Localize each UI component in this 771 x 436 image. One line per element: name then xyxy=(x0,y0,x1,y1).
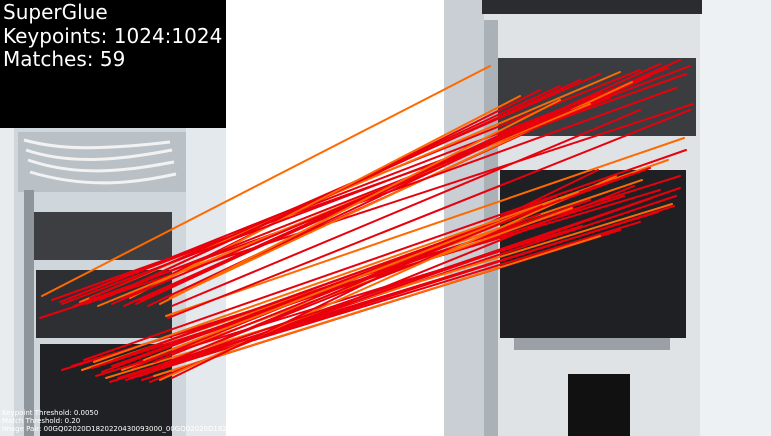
match-line xyxy=(39,103,694,319)
match-line xyxy=(175,187,681,361)
keypoints-label: Keypoints: 1024:1024 xyxy=(3,24,222,48)
image-pair-label: Image Pair: 00GQ02020D1820220430093000_0… xyxy=(2,425,231,433)
match-line xyxy=(125,205,675,381)
keypoint-threshold-label: Keypoint Threshold: 0.0050 xyxy=(2,409,98,417)
match-line xyxy=(41,65,491,297)
match-line xyxy=(171,109,641,307)
match-line xyxy=(167,109,691,319)
match-lines xyxy=(39,59,694,383)
match-line xyxy=(163,205,543,365)
match-line xyxy=(159,99,561,305)
match-line xyxy=(129,95,521,299)
match-line xyxy=(165,137,685,317)
match-line xyxy=(143,191,579,361)
match-line xyxy=(121,207,573,371)
match-line xyxy=(147,91,601,307)
match-line xyxy=(153,235,601,377)
match-line xyxy=(83,149,687,361)
matches-label: Matches: 59 xyxy=(3,47,125,71)
match-line xyxy=(135,121,529,305)
algorithm-title: SuperGlue xyxy=(3,0,108,24)
match-threshold-label: Match Threshold: 0.20 xyxy=(2,417,80,425)
